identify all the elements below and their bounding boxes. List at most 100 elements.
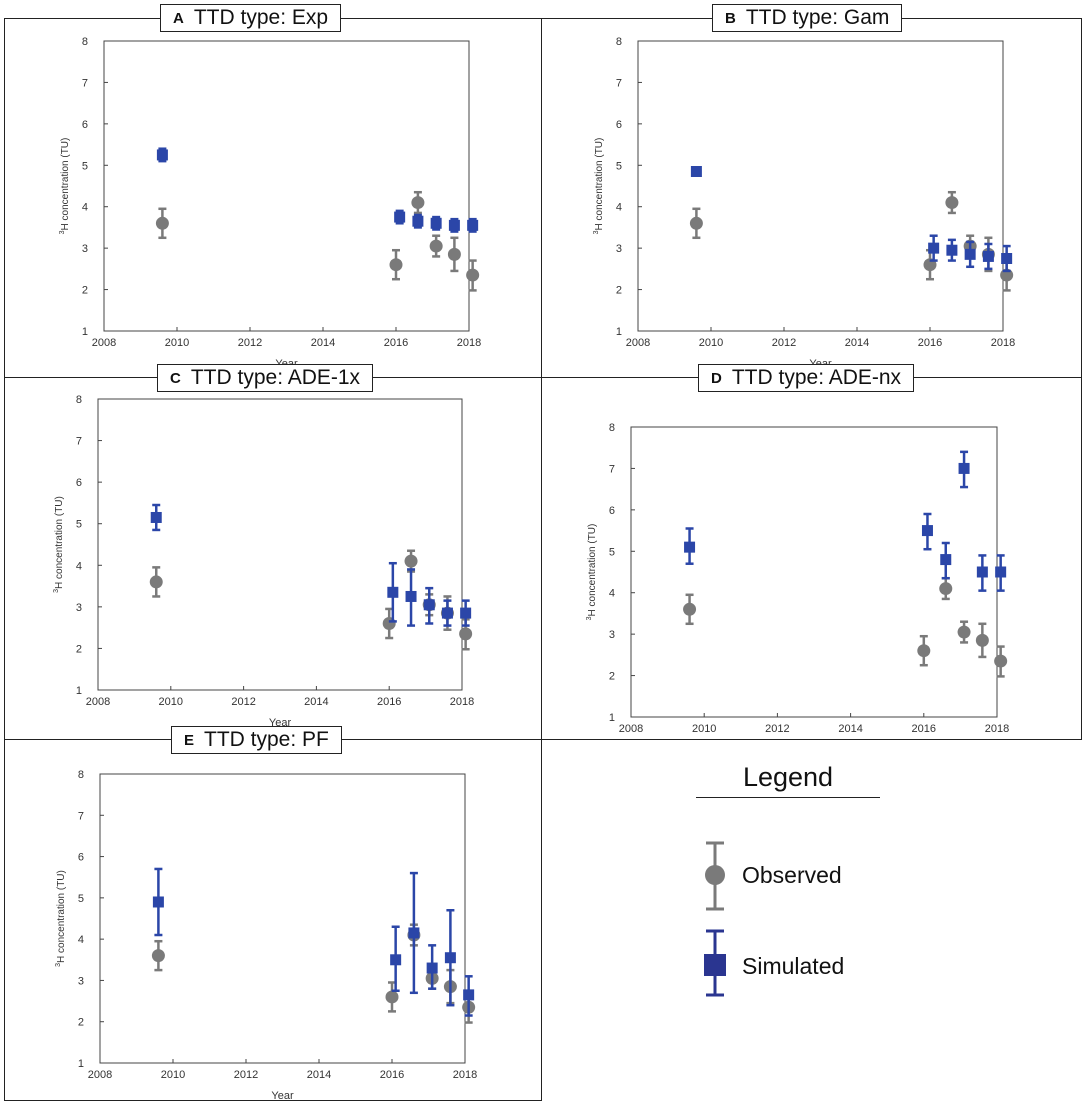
x-tick-label: 2012	[765, 723, 789, 735]
y-axis-label-text: H concentration (TU)	[594, 138, 605, 231]
y-tick-label: 5	[78, 893, 84, 905]
panel-b-title: TTD type: Gam	[745, 6, 890, 29]
simulated-point	[995, 554, 1007, 592]
y-tick-label: 8	[609, 422, 615, 434]
x-tick-label: 2018	[457, 337, 481, 349]
y-tick-label: 2	[616, 285, 622, 297]
simulated-marker	[387, 586, 399, 598]
observed-point	[389, 248, 403, 281]
observed-marker	[945, 196, 959, 210]
observed-point	[404, 549, 418, 573]
x-tick-label: 2014	[307, 1069, 331, 1081]
simulated-point	[684, 527, 696, 565]
panel-e-title: TTD type: PF	[204, 728, 329, 751]
observed-point	[975, 622, 989, 659]
x-tick-label: 2008	[86, 696, 110, 708]
simulated-point	[940, 541, 952, 580]
simulated-marker	[390, 954, 402, 966]
simulated-point	[156, 147, 168, 163]
observed-marker	[155, 216, 169, 230]
plot-frame	[103, 40, 470, 332]
observed-point	[149, 566, 163, 598]
simulated-marker	[463, 989, 475, 1001]
simulated-point	[946, 238, 958, 262]
observed-marker	[689, 216, 703, 230]
simulated-marker	[921, 525, 933, 537]
y-tick-label: 5	[609, 546, 615, 558]
x-tick-label: 2008	[626, 337, 650, 349]
simulated-marker	[976, 566, 988, 578]
y-tick-label: 7	[76, 436, 82, 448]
y-axis-label: 3H concentration (TU)	[59, 138, 71, 235]
panel-b	[541, 18, 1082, 378]
observed-point	[689, 207, 703, 240]
x-tick-label: 2014	[838, 723, 862, 735]
observed-point	[151, 939, 165, 972]
simulated-marker	[995, 566, 1007, 578]
y-axis-label-text: H concentration (TU)	[54, 496, 65, 589]
simulated-point	[690, 166, 702, 177]
x-tick-label: 2014	[845, 337, 869, 349]
y-tick-label: 2	[78, 1017, 84, 1029]
observed-marker	[994, 654, 1008, 668]
simulated-point	[958, 450, 970, 489]
legend-symbols	[704, 841, 726, 997]
x-tick-label: 2016	[380, 1069, 404, 1081]
simulated-marker	[467, 219, 479, 231]
y-tick-label: 8	[616, 36, 622, 48]
observed-marker	[149, 575, 163, 589]
observed-point	[945, 190, 959, 215]
simulated-marker	[426, 962, 438, 974]
x-axis-label: Year	[271, 1090, 294, 1101]
y-tick-label: 5	[616, 160, 622, 172]
y-tick-label: 6	[616, 119, 622, 131]
simulated-marker	[940, 554, 952, 566]
y-tick-label: 3	[78, 975, 84, 987]
simulated-marker	[408, 927, 420, 939]
x-tick-label: 2014	[304, 696, 328, 708]
simulated-point	[928, 234, 940, 262]
simulated-point	[1001, 244, 1013, 273]
legend-observed-symbol	[705, 841, 725, 911]
y-tick-label: 1	[609, 712, 615, 724]
y-tick-label: 5	[76, 519, 82, 531]
simulated-marker	[444, 952, 456, 964]
observed-marker	[957, 625, 971, 639]
simulated-marker	[405, 590, 417, 602]
y-tick-label: 2	[609, 671, 615, 683]
observed-point	[155, 207, 169, 240]
simulated-point	[430, 215, 442, 231]
y-tick-label: 3	[609, 629, 615, 641]
plot-frame	[99, 773, 466, 1064]
y-tick-label: 8	[78, 769, 84, 781]
observed-marker	[459, 627, 473, 641]
simulated-marker	[448, 219, 460, 231]
y-tick-label: 3	[82, 243, 88, 255]
observed-marker	[404, 554, 418, 568]
y-tick-label: 4	[609, 588, 615, 600]
panel-c-title: TTD type: ADE-1x	[190, 366, 361, 389]
simulated-point	[463, 975, 475, 1017]
observed-point	[917, 634, 931, 667]
simulated-marker	[394, 211, 406, 223]
y-tick-label: 5	[82, 160, 88, 172]
simulated-marker	[430, 217, 442, 229]
legend-observed-label: Observed	[742, 862, 842, 888]
simulated-point	[150, 503, 162, 532]
panel-a-title: TTD type: Exp	[193, 6, 329, 29]
observed-point	[429, 234, 443, 258]
simulated-marker	[460, 607, 472, 619]
y-axis-label-text: H concentration (TU)	[587, 524, 598, 617]
observed-point	[939, 576, 953, 601]
observed-point	[447, 236, 461, 273]
y-tick-label: 7	[78, 810, 84, 822]
y-tick-label: 1	[76, 685, 82, 697]
simulated-marker	[1001, 253, 1013, 264]
x-tick-label: 2008	[619, 723, 643, 735]
plot-frame	[630, 426, 998, 718]
panel-d-letter: D	[711, 369, 722, 387]
y-tick-label: 8	[82, 36, 88, 48]
x-tick-label: 2016	[384, 337, 408, 349]
x-tick-label: 2010	[159, 696, 183, 708]
y-tick-label: 1	[82, 326, 88, 338]
